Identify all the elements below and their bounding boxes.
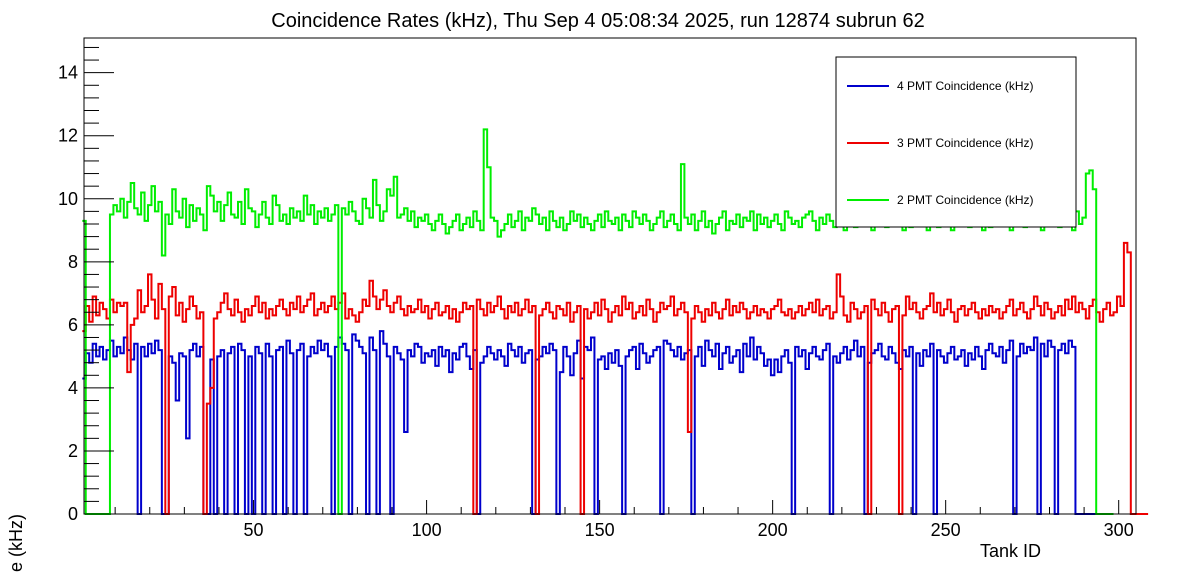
x-axis-label: Tank ID xyxy=(980,541,1041,561)
axes: 0 2 4 6 8 10 12 14 50 100 150 200 250 300 xyxy=(58,46,1134,540)
x-tick-label: 100 xyxy=(412,520,442,540)
x-tick-label: 150 xyxy=(585,520,615,540)
plot-frame xyxy=(83,37,1137,515)
x-tick-label: 300 xyxy=(1104,520,1134,540)
y-tick-label: 8 xyxy=(68,252,78,272)
legend-label-3pmt: 3 PMT Coincidence (kHz) xyxy=(897,136,1034,150)
chart-title: Coincidence Rates (kHz), Thu Sep 4 05:08… xyxy=(271,10,924,32)
legend: 4 PMT Coincidence (kHz) 3 PMT Coincidenc… xyxy=(835,56,1077,228)
y-tick-label: 10 xyxy=(58,189,78,209)
y-tick-label: 12 xyxy=(58,126,78,146)
y-tick-label: 2 xyxy=(68,441,78,461)
series-line-1 xyxy=(82,330,1097,515)
y-axis-label: Rate (kHz) xyxy=(6,514,26,572)
series-line-2 xyxy=(82,241,1149,515)
y-tick-label: 4 xyxy=(68,378,78,398)
x-tick-label: 200 xyxy=(758,520,788,540)
y-tick-label: 0 xyxy=(68,504,78,524)
legend-label-4pmt: 4 PMT Coincidence (kHz) xyxy=(897,79,1034,93)
x-tick-label: 50 xyxy=(244,520,264,540)
y-tick-label: 14 xyxy=(58,63,78,83)
y-tick-label: 6 xyxy=(68,315,78,335)
legend-label-2pmt: 2 PMT Coincidence (kHz) xyxy=(897,193,1034,207)
x-tick-label: 250 xyxy=(931,520,961,540)
